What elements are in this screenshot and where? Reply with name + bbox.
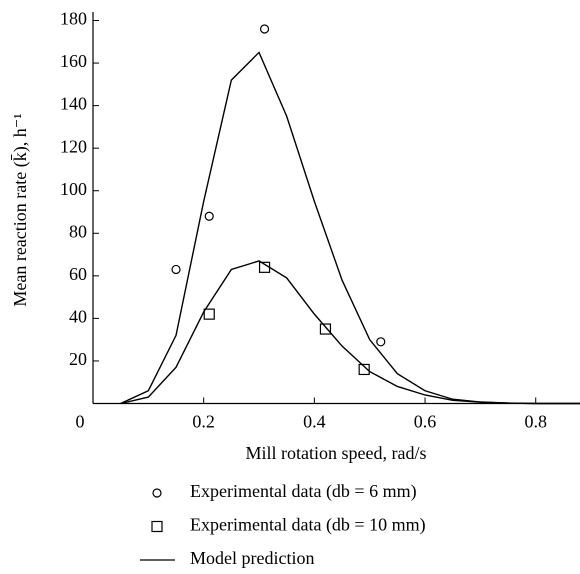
x-tick-label: 0.6 <box>414 412 437 432</box>
y-tick-label: 40 <box>69 307 87 327</box>
y-tick-label: 20 <box>69 349 87 369</box>
legend-marker <box>152 488 162 498</box>
y-tick-label: 80 <box>69 221 87 241</box>
legend-marker <box>151 520 163 533</box>
circle-marker <box>376 337 386 347</box>
circle-marker <box>259 24 270 34</box>
square-marker <box>203 308 215 320</box>
y-tick-label: 120 <box>60 136 87 156</box>
model-line <box>120 51 580 405</box>
y-tick-label: 100 <box>60 179 87 199</box>
legend-label: Model prediction <box>190 548 314 568</box>
model-line <box>120 260 580 405</box>
x-tick-label: 0.2 <box>192 412 215 432</box>
y-tick-label: 180 <box>60 9 87 29</box>
x-tick-label: 0.8 <box>524 412 547 432</box>
circle-marker <box>171 264 181 275</box>
square-marker <box>319 323 332 335</box>
legend-label: Experimental data (db = 6 mm) <box>190 481 417 502</box>
x-axis-label: Mill rotation speed, rad/s <box>246 443 427 463</box>
x-tick-label: 0 <box>76 412 85 432</box>
square-marker <box>358 363 370 376</box>
y-tick-label: 160 <box>60 51 87 71</box>
legend-label: Experimental data (db = 10 mm) <box>190 515 426 536</box>
x-tick-label: 0.4 <box>303 412 326 432</box>
y-tick-label: 140 <box>60 94 87 114</box>
y-axis-label: Mean reaction rate (k̄), h⁻¹ <box>10 113 31 306</box>
y-tick-label: 60 <box>69 264 87 284</box>
circle-marker <box>204 211 214 221</box>
